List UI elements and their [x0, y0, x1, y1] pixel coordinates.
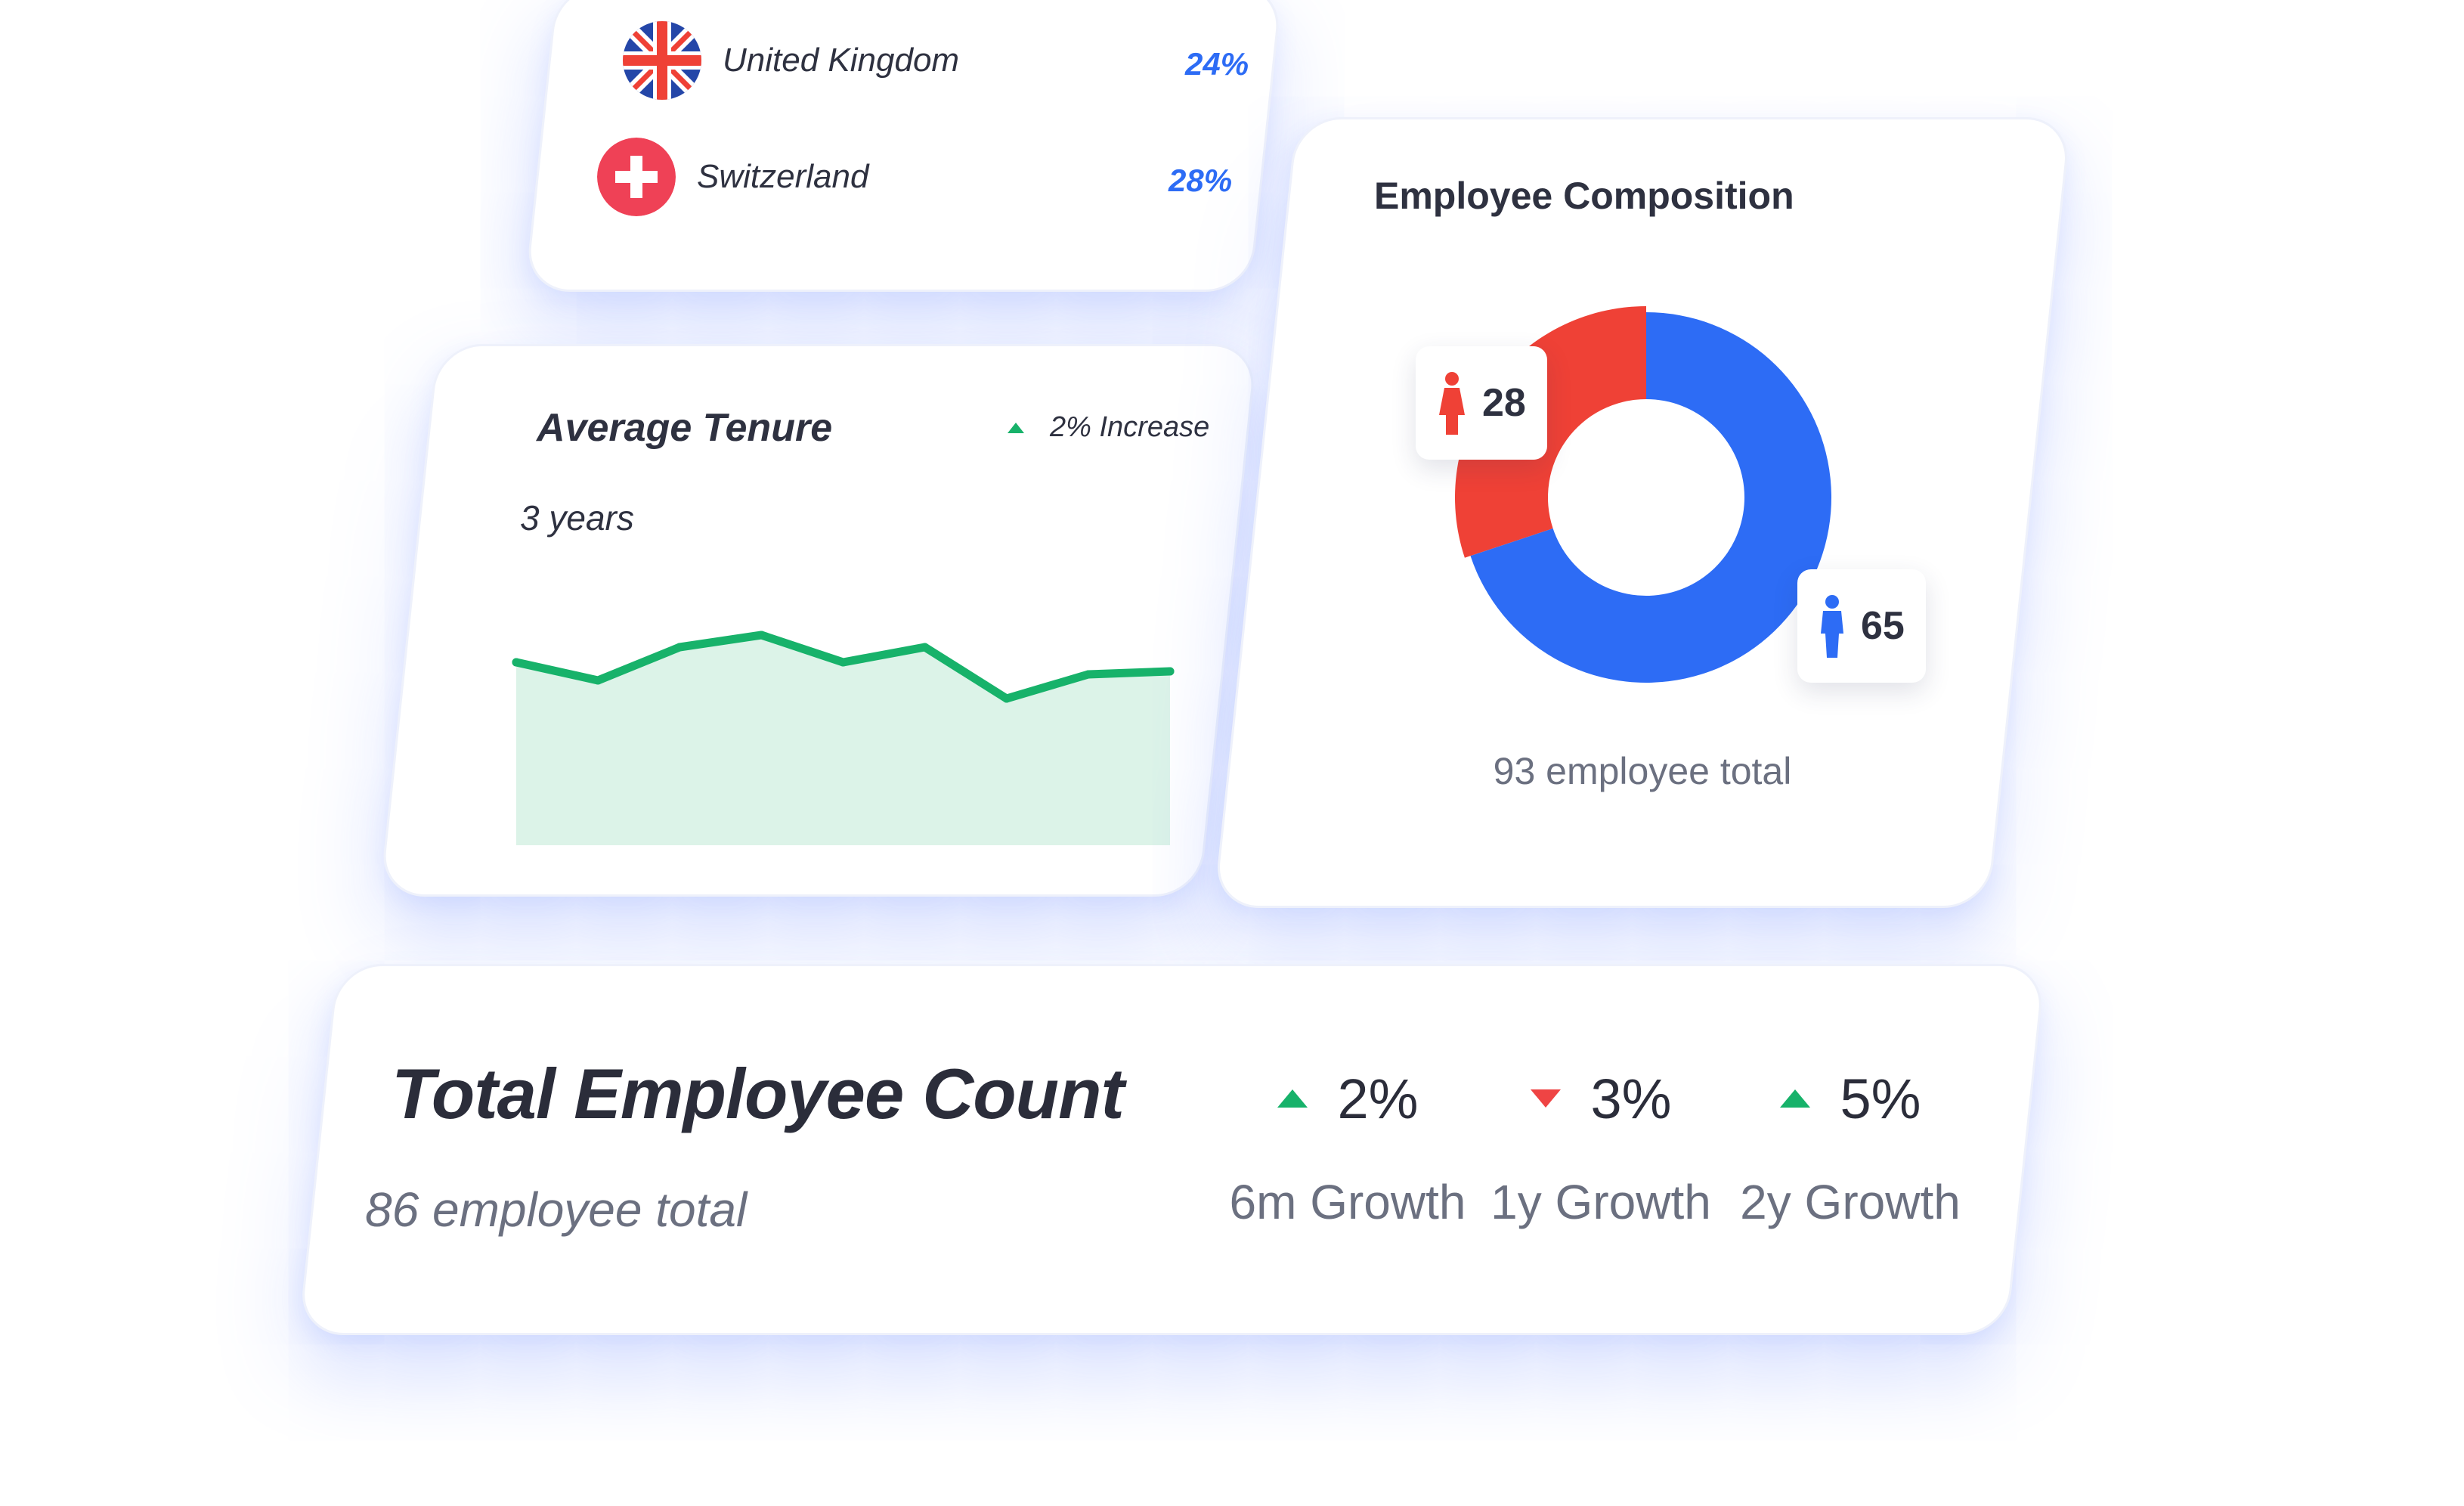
stat-1y-growth: 3% 1y Growth: [1472, 1061, 1729, 1230]
donut-slice-male: [1470, 312, 1831, 683]
country-name: Switzerland: [697, 158, 869, 195]
country-percent: 28%: [1169, 163, 1233, 198]
trend-up-icon: [1008, 422, 1024, 433]
composition-donut-chart: [1455, 306, 1831, 683]
total-title: Total Employee Count: [392, 1054, 1124, 1133]
tenure-point-2: [593, 676, 602, 685]
tenure-point-1: [512, 658, 521, 667]
tenure-area-chart: [512, 631, 1175, 845]
tenure-point-7: [1002, 694, 1011, 703]
swiss-flag-icon: [597, 138, 676, 216]
tenure-point-3: [675, 643, 684, 652]
female-person-icon: [1439, 372, 1465, 435]
country-name: United Kingdom: [723, 42, 960, 79]
tenure-point-9: [1165, 667, 1175, 676]
growth-up-icon: [1779, 1089, 1810, 1108]
tenure-point-5: [839, 658, 847, 667]
composition-total: 93 employee total: [1493, 750, 1792, 792]
total-employee-count-card: Total Employee Count 86 employee total 2…: [298, 964, 2046, 1335]
tenure-point-4: [757, 631, 766, 640]
tenure-point-8: [1084, 670, 1093, 679]
female-callout: 28: [1416, 346, 1547, 460]
stat-2y-growth: 5% 2y Growth: [1722, 1061, 1979, 1230]
composition-title: Employee Composition: [1374, 175, 1794, 217]
employee-composition-card: Employee Composition 28 65 93 employee t…: [1213, 117, 2072, 908]
male-person-icon: [1821, 595, 1843, 658]
female-count: 28: [1482, 381, 1526, 425]
tenure-trend-label: 2% Increase: [1050, 411, 1210, 443]
stat-6m-growth: 2% 6m Growth: [1219, 1061, 1476, 1230]
country-row-switzerland: Switzerland: [597, 135, 868, 218]
tenure-value: 3 years: [520, 498, 634, 538]
growth-up-icon: [1277, 1089, 1308, 1108]
tenure-area-fill: [516, 635, 1170, 845]
stat-value: 2%: [1337, 1067, 1419, 1130]
male-callout: 65: [1797, 569, 1926, 683]
average-tenure-card: Average Tenure 2% Increase 3 years: [379, 344, 1258, 897]
stat-value: 5%: [1840, 1067, 1921, 1130]
stat-label: 2y Growth: [1740, 1175, 1961, 1229]
male-count: 65: [1861, 604, 1905, 648]
growth-down-icon: [1530, 1089, 1561, 1108]
uk-flag-icon: [623, 21, 701, 100]
tenure-trend: 2% Increase: [1008, 411, 1209, 444]
tenure-point-6: [921, 643, 930, 652]
tenure-title: Average Tenure: [537, 406, 833, 450]
country-percent: 24%: [1185, 46, 1249, 82]
stat-value: 3%: [1590, 1067, 1672, 1130]
donut-slice-female: [1455, 306, 1646, 558]
country-breakdown-card: United Kingdom 24% Switzerland 28%: [524, 0, 1283, 292]
total-subtitle: 86 employee total: [365, 1182, 748, 1237]
stat-label: 1y Growth: [1490, 1175, 1711, 1229]
country-row-uk: United Kingdom: [623, 19, 959, 102]
stat-label: 6m Growth: [1229, 1175, 1466, 1229]
